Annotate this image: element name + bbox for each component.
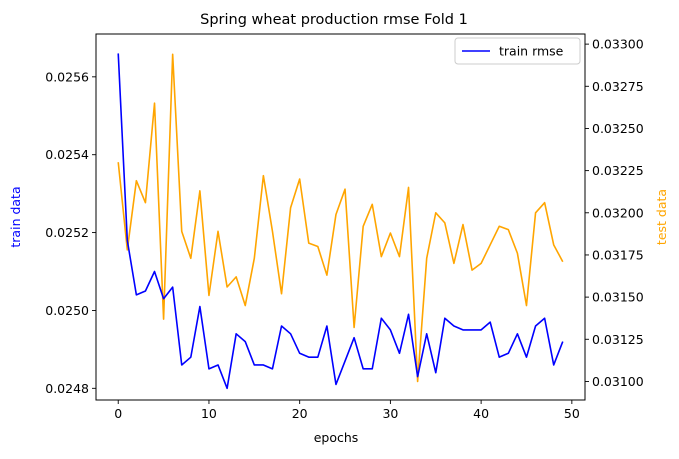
x-axis-label: epochs [314,430,359,445]
right-y-tick-label: 0.03175 [592,247,644,262]
legend-label-train-rmse: train rmse [499,44,564,59]
right-y-tick-label: 0.03100 [592,374,644,389]
x-tick-label: 50 [564,406,580,421]
left-y-tick-label: 0.0252 [45,225,89,240]
left-y-axis-label: train data [8,186,23,247]
x-tick-label: 30 [382,406,398,421]
right-y-axis-label: test data [654,189,669,245]
right-y-tick-label: 0.03300 [592,37,644,52]
left-y-tick-label: 0.0256 [45,69,89,84]
right-y-tick-label: 0.03125 [592,332,644,347]
right-y-tick-label: 0.03275 [592,79,644,94]
x-tick-label: 20 [292,406,308,421]
right-y-tick-label: 0.03200 [592,205,644,220]
plot-area: 0 10 20 30 40 50 0.0248 0.0250 0.0252 0.0254 0.025… [45,33,644,421]
legend-box [454,37,581,65]
x-tick-label: 10 [201,406,217,421]
left-y-tick-label: 0.0248 [45,381,89,396]
series-line-test-rmse [117,53,564,383]
left-y-tick-label: 0.0250 [45,303,89,318]
series-line-train-rmse [117,53,564,390]
right-y-tick-label: 0.03250 [592,121,644,136]
x-tick-label: 0 [114,406,122,421]
legend: train rmse [454,37,581,65]
right-y-tick-label: 0.03150 [592,290,644,305]
left-y-tick-label: 0.0254 [45,147,89,162]
right-y-tick-label: 0.03225 [592,163,644,178]
plot-frame [95,33,586,401]
x-tick-label: 40 [473,406,489,421]
chart-title: Spring wheat production rmse Fold 1 [200,12,468,28]
